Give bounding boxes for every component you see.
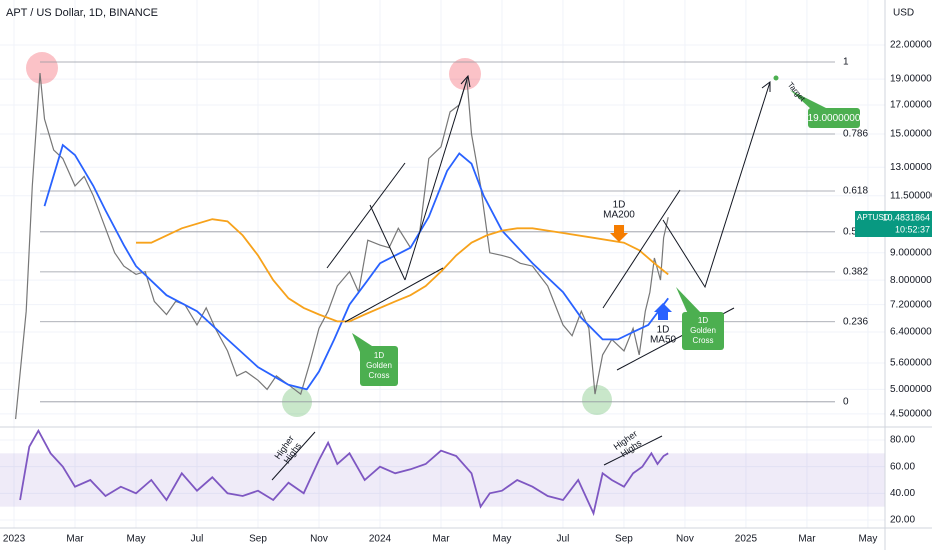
trendlines <box>271 74 779 481</box>
fib-label: 0.236 <box>843 316 868 327</box>
chart-title: APT / US Dollar, 1D, BINANCE <box>6 7 158 19</box>
last-price-box <box>855 211 932 237</box>
x-tick-label: 2023 <box>3 534 26 545</box>
trendline <box>602 189 681 309</box>
rsi-band <box>0 453 885 507</box>
y-tick-label: 13.0000000 <box>890 162 932 173</box>
series-line <box>136 218 669 323</box>
ma50-arrow <box>654 303 672 320</box>
ma200-label: 1D <box>613 200 626 211</box>
fib-label: 1 <box>843 57 849 68</box>
y-tick-label: 20.00 <box>890 515 915 526</box>
trendline <box>404 75 469 281</box>
x-tick-label: Sep <box>615 534 633 545</box>
golden-cross-2: Cross <box>693 336 714 345</box>
x-tick-label: Jul <box>557 534 570 545</box>
target-point <box>773 75 779 81</box>
fib-label: 0.5 <box>843 226 857 237</box>
series <box>15 72 669 517</box>
symbol: APTUSD <box>857 213 890 222</box>
x-tick-label: Mar <box>66 534 84 545</box>
last-price: 10.4831864 <box>882 212 930 222</box>
ma50-label: MA50 <box>650 335 677 346</box>
x-tick-label: 2024 <box>369 534 392 545</box>
trendline <box>369 204 406 281</box>
top-circle <box>449 58 481 90</box>
x-tick-label: May <box>493 534 512 545</box>
currency: USD <box>893 8 914 19</box>
y-tick-label: 60.00 <box>890 461 915 472</box>
y-tick-label: 17.0000000 <box>890 100 932 111</box>
last-price-time: 10:52:37 <box>895 224 930 234</box>
x-tick-label: May <box>127 534 146 545</box>
golden-cross-2: Golden <box>690 326 716 335</box>
x-tick-label: May <box>858 534 877 545</box>
y-tick-label: 19.0000000 <box>890 74 932 85</box>
ma200-label: MA200 <box>603 210 635 221</box>
ma200-arrow <box>610 225 628 242</box>
golden-cross-1: Cross <box>369 371 390 380</box>
trendline <box>326 162 406 269</box>
trendline <box>344 267 444 323</box>
x-tick-label: Nov <box>310 534 328 545</box>
y-tick-label: 11.5000000 <box>890 190 932 201</box>
series-line <box>19 428 669 517</box>
fib-label: 0 <box>843 396 849 407</box>
callout <box>808 108 860 128</box>
y-tick-label: 80.00 <box>890 435 915 446</box>
golden-cross-1: Golden <box>366 361 392 370</box>
callout <box>360 346 398 386</box>
x-tick-label: Sep <box>249 534 267 545</box>
fib-label: 0.382 <box>843 267 868 278</box>
top-circle <box>26 52 58 84</box>
fib-label: 0.786 <box>843 129 868 140</box>
golden-cross-2: 1D <box>698 316 708 325</box>
y-tick-label: 15.0000000 <box>890 129 932 140</box>
rsi-trendline <box>271 431 316 481</box>
projection <box>662 81 771 289</box>
arrow-head <box>761 81 771 92</box>
y-tick-label: 6.4000000 <box>890 327 932 338</box>
y-tick-label: 4.5000000 <box>890 409 932 420</box>
x-tick-label: Jul <box>191 534 204 545</box>
callout-pointer <box>790 90 830 110</box>
x-tick-label: Mar <box>798 534 816 545</box>
series-line <box>43 143 669 391</box>
x-tick-label: Mar <box>432 534 450 545</box>
bottom-circle <box>582 385 612 415</box>
target-label: 19.0000000 <box>808 113 861 124</box>
x-tick-label: Nov <box>676 534 694 545</box>
arrow-head <box>460 74 471 88</box>
y-tick-label: 5.6000000 <box>890 358 932 369</box>
callout-pointer <box>676 287 702 314</box>
y-tick-label: 5.0000000 <box>890 384 932 395</box>
axes: 22.000000019.000000017.000000015.0000000… <box>3 40 932 545</box>
y-tick-label: 40.00 <box>890 488 915 499</box>
golden-cross-1: 1D <box>374 351 384 360</box>
fib-label: 0.618 <box>843 186 868 197</box>
x-tick-label: 2025 <box>735 534 758 545</box>
ma50-label: 1D <box>657 325 670 336</box>
y-tick-label: 7.2000000 <box>890 299 932 310</box>
callout <box>682 312 724 350</box>
rsi-trendline <box>603 435 663 466</box>
y-tick-label: 9.0000000 <box>890 247 932 258</box>
y-tick-label: 22.0000000 <box>890 40 932 51</box>
y-tick-label: 8.0000000 <box>890 275 932 286</box>
